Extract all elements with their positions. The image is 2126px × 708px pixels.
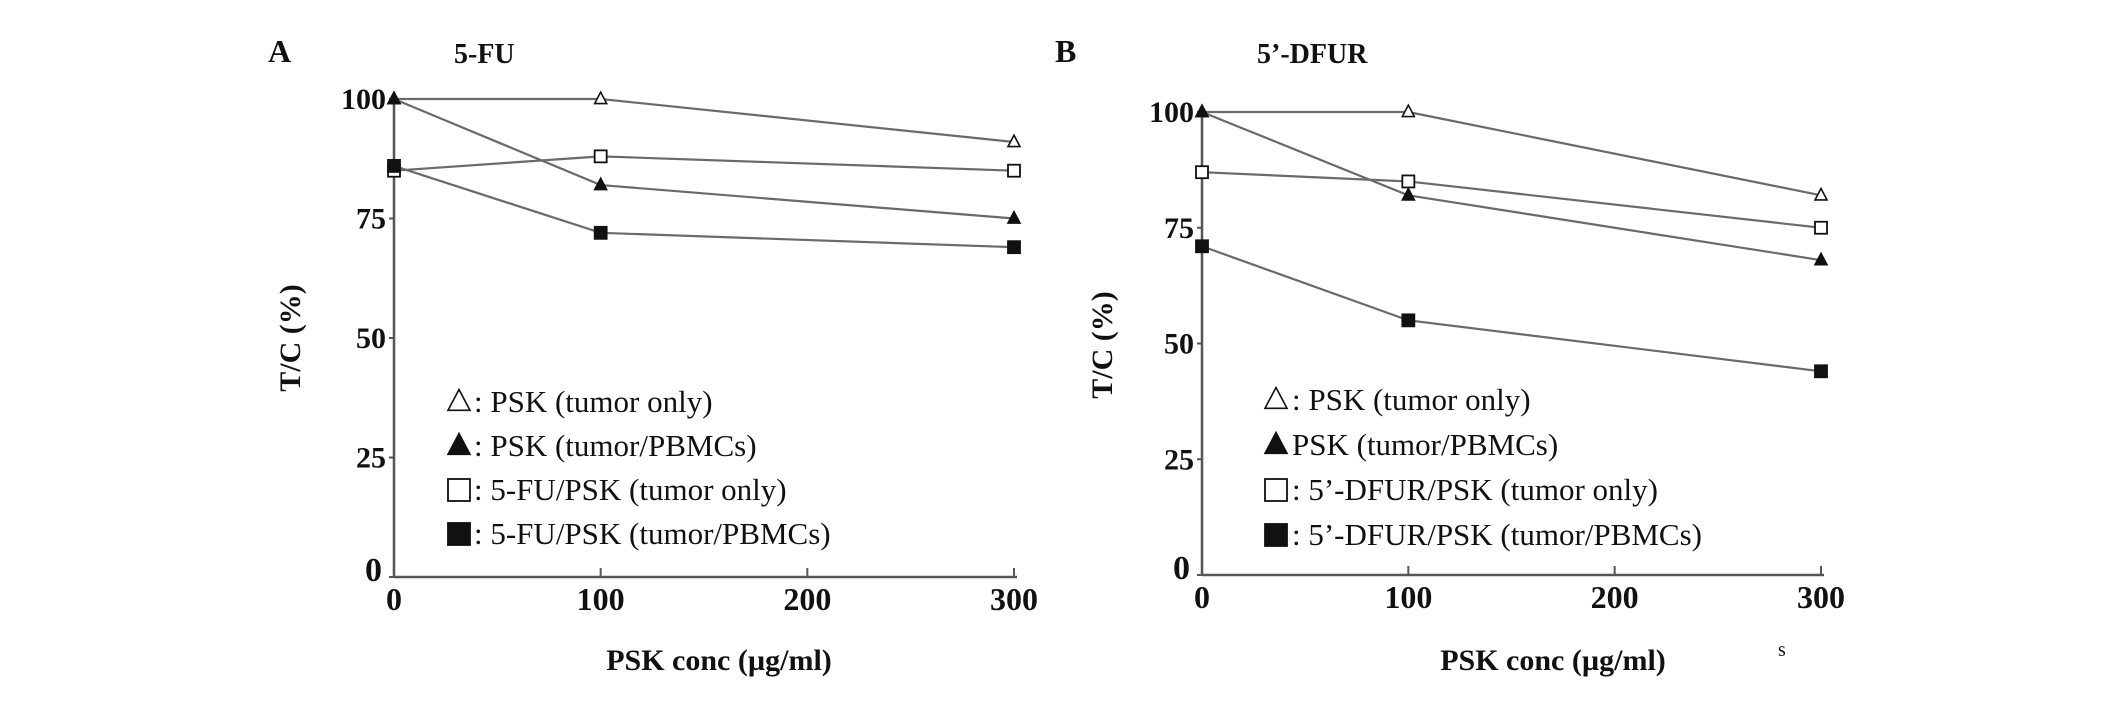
series-open-square [1195,165,1828,235]
data-point [1195,239,1209,254]
x-tick-label: 0 [1194,579,1210,615]
legend-label: : PSK (tumor only) [474,384,713,419]
data-point [593,225,608,240]
legend-item: : PSK (tumor only) [1263,382,1531,417]
legend-item: : PSK (tumor only) [446,384,713,419]
data-point [1813,186,1829,201]
series-open-triangle [1194,103,1829,201]
series-filled-square [387,159,1021,255]
data-point [1194,103,1210,118]
x-tick-label: 0 [386,581,402,617]
data-point [387,159,401,173]
y-tick-label: 100 [1149,96,1194,129]
series-line [1201,245,1822,373]
panel-A: A 5-FU 0 25 50 75 100 0 100 200 300 T/C (%) PSK conc… [268,33,1038,677]
panel-title: 5-FU [454,39,515,70]
series-line [393,97,1015,220]
legend-marker-filled-triangle [446,431,472,456]
legend-marker-open-square [447,478,471,502]
legend-marker-open-triangle [446,387,472,412]
x-tick-label: 300 [990,581,1038,617]
data-point [593,149,608,164]
data-point [1814,364,1828,379]
legend-label: PSK (tumor/PBMCs) [1292,427,1558,462]
series-line [394,97,1015,144]
y-tick-label: 50 [1164,328,1194,361]
y-axis-label: T/C (%) [1086,291,1119,399]
series-line [1201,171,1822,229]
x-tick-label: 100 [1384,579,1432,615]
panel-label: B [1055,33,1076,69]
y-tick-label: 75 [1164,212,1194,245]
series-line [1202,110,1822,197]
series-line [393,164,1015,249]
data-point [1401,186,1416,201]
data-point [593,176,608,191]
y-tick-label: 25 [1164,443,1194,476]
y-tick-label: 0 [365,552,382,589]
y-tick-label: 75 [356,203,386,236]
legend-marker-filled-square [447,522,471,546]
y-tick-label: 50 [356,322,386,355]
panel-label: A [268,33,291,69]
data-point [1401,313,1416,328]
panel-title: 5’-DFUR [1257,39,1368,70]
data-point [1401,103,1416,118]
legend-item: : 5-FU/PSK (tumor/PBMCs) [447,516,831,551]
x-tick-label: 200 [1591,579,1639,615]
data-point [593,90,608,105]
x-axis-label: PSK conc (µg/ml) [606,644,832,677]
series-filled-triangle [386,90,1022,224]
data-point [1006,209,1022,224]
data-point [1007,163,1021,178]
legend-label: : PSK (tumor only) [1292,382,1531,417]
y-tick-label: 0 [1173,550,1190,587]
data-point [1401,174,1416,189]
legend-label: : 5’-DFUR/PSK (tumor/PBMCs) [1292,517,1702,552]
annotation: s [1778,639,1786,661]
legend-marker-open-triangle [1263,385,1289,410]
series-open-square [387,149,1021,178]
series-line [1201,110,1822,262]
data-point [1813,251,1829,266]
legend-item: : 5’-DFUR/PSK (tumor only) [1264,472,1658,507]
legend-item: PSK (tumor/PBMCs) [1263,427,1558,462]
legend-marker-filled-square [1264,523,1288,547]
legend-label: : 5-FU/PSK (tumor only) [474,472,787,507]
series-line [393,155,1015,172]
y-axis-label: T/C (%) [274,284,307,392]
data-point [1007,240,1021,255]
y-tick-label: 25 [356,442,386,475]
legend-label: : 5-FU/PSK (tumor/PBMCs) [474,516,831,551]
x-tick-label: 200 [783,581,831,617]
legend-marker-filled-triangle [1263,430,1289,455]
legend-label: : PSK (tumor/PBMCs) [474,428,757,463]
legend-item: : 5-FU/PSK (tumor only) [447,472,787,507]
y-tick-label: 100 [341,83,386,116]
x-axis-label: PSK conc (µg/ml) [1440,644,1666,677]
legend-label: : 5’-DFUR/PSK (tumor only) [1292,472,1658,507]
series-filled-triangle [1194,103,1829,266]
data-point [386,90,402,105]
series-open-triangle [386,90,1022,148]
panel-B: B 5’-DFUR 0 25 50 75 100 0 100 200 300 T/C (%) PSK c… [1055,33,1845,677]
data-point [1195,165,1209,180]
legend-item: : PSK (tumor/PBMCs) [446,428,757,463]
series-filled-square [1195,239,1828,379]
legend-marker-open-square [1264,478,1288,502]
x-tick-label: 100 [577,581,625,617]
legend-item: : 5’-DFUR/PSK (tumor/PBMCs) [1264,517,1702,552]
x-tick-label: 300 [1797,579,1845,615]
data-point [1814,220,1828,235]
data-point [1006,133,1022,148]
